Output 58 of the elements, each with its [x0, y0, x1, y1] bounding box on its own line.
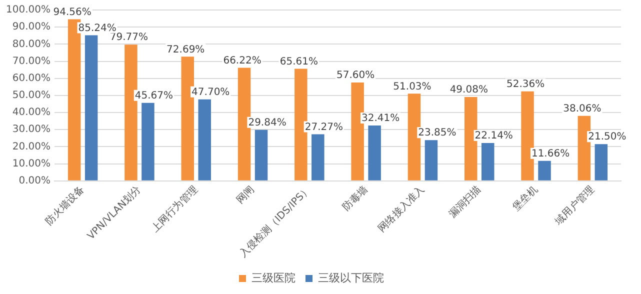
bar	[594, 144, 608, 180]
data-label: 22.14%	[474, 130, 513, 142]
data-label: 21.50%	[588, 132, 626, 143]
bar	[368, 125, 381, 180]
y-tick-label: 0.00%	[18, 175, 50, 186]
y-tick-label: 70.00%	[12, 56, 50, 67]
y-tick-label: 30.00%	[12, 124, 50, 136]
data-label: 11.66%	[531, 148, 570, 160]
legend-label: 三级以下医院	[318, 271, 384, 284]
data-label: 47.70%	[192, 86, 230, 98]
y-tick-label: 90.00%	[12, 22, 50, 33]
data-label: 65.61%	[280, 56, 318, 68]
bar	[68, 19, 81, 180]
data-label: 72.69%	[166, 44, 205, 56]
data-label: 27.27%	[304, 122, 343, 133]
data-label: 85.24%	[78, 22, 116, 34]
legend-label: 三级医院	[252, 271, 296, 284]
bar	[424, 140, 438, 180]
data-label: 51.03%	[393, 81, 432, 92]
x-tick-label: 上网行为管理	[149, 184, 200, 234]
y-tick-label: 80.00%	[12, 38, 50, 50]
data-label: 29.84%	[248, 117, 286, 128]
data-label: 32.41%	[362, 113, 400, 124]
data-label: 79.77%	[110, 32, 148, 44]
bar	[482, 143, 494, 180]
bar	[312, 134, 324, 180]
x-tick-label: 堡垒机	[510, 184, 540, 214]
bar	[464, 96, 478, 180]
y-tick-label: 10.00%	[12, 158, 50, 170]
bar	[351, 82, 364, 180]
x-tick-label: 防火墙设备	[42, 184, 87, 228]
y-tick-label: 20.00%	[12, 141, 50, 152]
bar	[521, 91, 534, 180]
data-label: 57.60%	[336, 70, 375, 82]
x-tick-label: 网闸	[234, 184, 257, 206]
bar	[238, 68, 251, 180]
y-tick-label: 40.00%	[12, 107, 50, 118]
y-tick-label: 50.00%	[12, 90, 50, 102]
x-tick-label: 防毒墙	[340, 184, 370, 214]
bar	[294, 68, 308, 180]
y-tick-label: 100.00%	[6, 4, 50, 16]
bar	[142, 102, 154, 180]
bar	[84, 35, 98, 180]
bar	[254, 130, 268, 180]
y-tick-label: 60.00%	[12, 72, 50, 84]
data-label: 52.36%	[506, 78, 545, 90]
data-label: 23.85%	[418, 128, 456, 139]
data-label: 38.06%	[563, 103, 602, 114]
x-tick-label: 漏洞扫描	[446, 184, 484, 220]
data-label: 49.08%	[450, 84, 488, 96]
data-label: 94.56%	[53, 6, 92, 18]
data-label: 66.22%	[223, 55, 262, 66]
bar	[181, 56, 194, 180]
x-tick-label: 网络接入准入	[376, 184, 427, 234]
bar	[538, 160, 551, 180]
x-tick-label: 域用户管理	[552, 184, 597, 228]
bar	[198, 99, 211, 180]
data-label: 45.67%	[134, 90, 174, 102]
